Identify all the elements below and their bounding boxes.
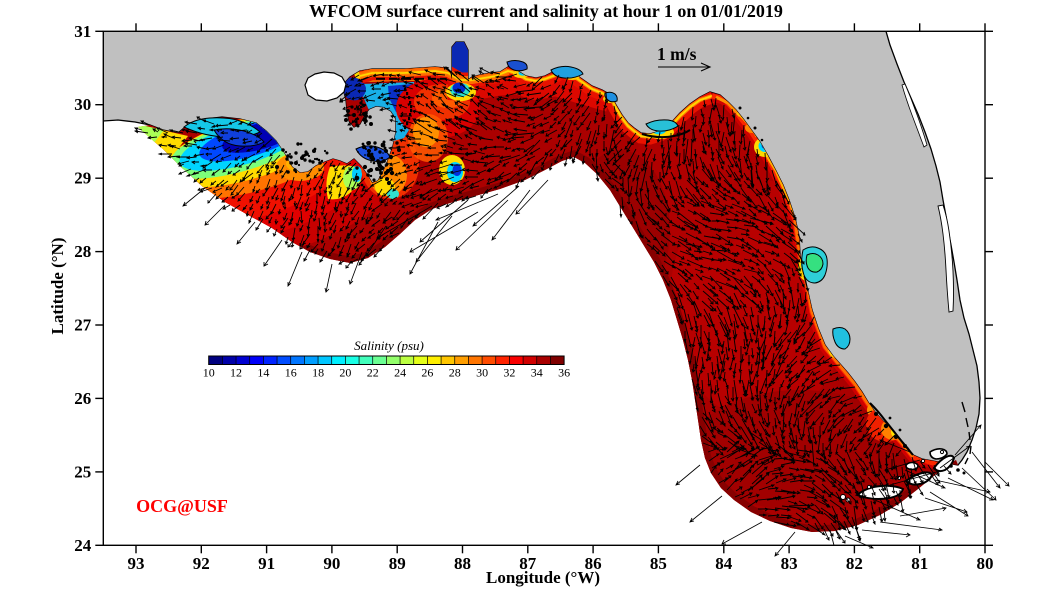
svg-text:16: 16	[285, 366, 297, 380]
svg-text:31: 31	[74, 22, 91, 41]
svg-text:85: 85	[650, 554, 667, 573]
svg-text:30: 30	[476, 366, 488, 380]
svg-text:1 m/s: 1 m/s	[657, 44, 697, 64]
svg-text:92: 92	[193, 554, 210, 573]
svg-text:10: 10	[203, 366, 215, 380]
svg-text:84: 84	[715, 554, 733, 573]
svg-text:26: 26	[421, 366, 433, 380]
svg-text:25: 25	[74, 462, 91, 481]
svg-text:14: 14	[257, 366, 269, 380]
svg-text:20: 20	[339, 366, 351, 380]
svg-text:87: 87	[519, 554, 537, 573]
svg-text:80: 80	[977, 554, 994, 573]
svg-text:28: 28	[74, 242, 91, 261]
svg-text:34: 34	[531, 366, 543, 380]
svg-text:29: 29	[74, 169, 91, 188]
svg-text:12: 12	[230, 366, 242, 380]
svg-text:24: 24	[74, 536, 92, 555]
svg-text:36: 36	[558, 366, 570, 380]
svg-text:93: 93	[128, 554, 145, 573]
svg-text:27: 27	[74, 316, 92, 335]
svg-text:22: 22	[367, 366, 379, 380]
svg-text:89: 89	[389, 554, 406, 573]
svg-text:83: 83	[781, 554, 798, 573]
svg-text:91: 91	[258, 554, 275, 573]
svg-text:18: 18	[312, 366, 324, 380]
svg-text:88: 88	[454, 554, 471, 573]
svg-text:86: 86	[585, 554, 602, 573]
svg-text:90: 90	[323, 554, 340, 573]
svg-text:WFCOM surface current and sali: WFCOM surface current and salinity at ho…	[309, 1, 783, 21]
svg-text:26: 26	[74, 389, 91, 408]
svg-text:82: 82	[846, 554, 863, 573]
svg-text:Longitude (°W): Longitude (°W)	[486, 568, 600, 587]
svg-text:Salinity (psu): Salinity (psu)	[354, 338, 424, 353]
svg-text:28: 28	[449, 366, 461, 380]
svg-text:30: 30	[74, 95, 91, 114]
svg-text:24: 24	[394, 366, 406, 380]
svg-text:81: 81	[911, 554, 928, 573]
svg-text:Latitude (°N): Latitude (°N)	[48, 238, 67, 335]
svg-text:32: 32	[503, 366, 515, 380]
svg-text:OCG@USF: OCG@USF	[136, 496, 228, 516]
